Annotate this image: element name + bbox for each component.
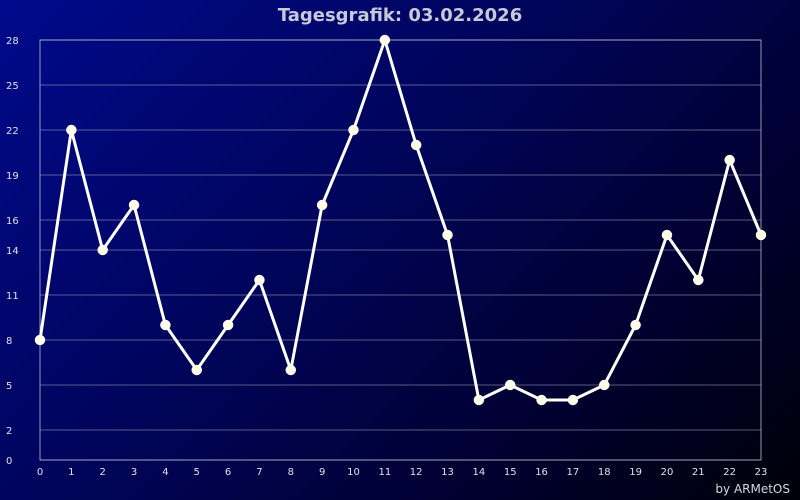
data-point bbox=[599, 379, 610, 391]
y-tick-label: 0 bbox=[6, 456, 12, 467]
x-tick-label: 11 bbox=[378, 467, 391, 478]
data-point bbox=[724, 154, 735, 166]
y-tick-label: 16 bbox=[6, 216, 19, 227]
data-point bbox=[693, 274, 704, 286]
x-tick-label: 16 bbox=[535, 467, 548, 478]
y-tick-label: 2 bbox=[6, 426, 12, 437]
y-tick-label: 5 bbox=[6, 381, 12, 392]
x-tick-label: 15 bbox=[504, 467, 517, 478]
plot-frame bbox=[39, 39, 762, 461]
x-tick-label: 10 bbox=[347, 467, 360, 478]
chart-title: Tagesgrafik: 03.02.2026 bbox=[277, 5, 523, 26]
x-tick-label: 14 bbox=[473, 467, 486, 478]
data-point bbox=[661, 229, 673, 241]
data-point bbox=[630, 319, 641, 331]
x-tick-label: 21 bbox=[692, 467, 705, 478]
data-point bbox=[66, 124, 77, 136]
y-tick-label: 22 bbox=[6, 126, 19, 137]
x-tick-label: 18 bbox=[598, 467, 611, 478]
x-tick-label: 17 bbox=[567, 467, 580, 478]
y-tick-label: 11 bbox=[6, 291, 19, 302]
x-tick-label: 12 bbox=[410, 467, 423, 478]
data-point bbox=[536, 394, 547, 406]
credit-text: by ARMetOS bbox=[715, 482, 790, 496]
data-point bbox=[160, 319, 171, 331]
x-tick-label: 7 bbox=[256, 467, 262, 478]
x-tick-label: 3 bbox=[131, 467, 137, 478]
x-tick-label: 8 bbox=[288, 467, 294, 478]
data-point bbox=[128, 199, 140, 211]
data-point bbox=[755, 229, 767, 241]
y-tick-label: 8 bbox=[6, 336, 12, 347]
y-tick-label: 14 bbox=[6, 246, 19, 257]
data-point bbox=[442, 229, 453, 241]
data-point bbox=[316, 199, 328, 211]
x-tick-label: 4 bbox=[162, 467, 168, 478]
x-tick-label: 1 bbox=[68, 467, 74, 478]
data-point bbox=[473, 394, 485, 406]
x-tick-label: 0 bbox=[37, 467, 43, 478]
data-point bbox=[222, 319, 234, 331]
y-tick-label: 28 bbox=[6, 36, 19, 47]
data-point bbox=[191, 364, 202, 376]
data-point bbox=[410, 139, 422, 151]
data-point bbox=[254, 274, 265, 286]
data-point bbox=[34, 334, 46, 346]
data-point bbox=[97, 244, 108, 256]
x-tick-label: 20 bbox=[661, 467, 674, 478]
series-line bbox=[38, 38, 763, 402]
x-tick-label: 5 bbox=[194, 467, 200, 478]
x-tick-label: 23 bbox=[755, 467, 768, 478]
x-tick-label: 19 bbox=[629, 467, 642, 478]
data-point bbox=[348, 124, 359, 136]
data-point bbox=[285, 364, 297, 376]
x-tick-label: 2 bbox=[100, 467, 106, 478]
x-tick-label: 6 bbox=[225, 467, 231, 478]
y-tick-label: 25 bbox=[6, 81, 19, 92]
data-point bbox=[379, 34, 391, 46]
x-tick-label: 22 bbox=[723, 467, 736, 478]
data-point bbox=[504, 379, 516, 391]
x-tick-label: 13 bbox=[441, 467, 454, 478]
x-tick-label: 9 bbox=[319, 467, 325, 478]
data-point bbox=[567, 394, 579, 406]
y-tick-label: 19 bbox=[6, 171, 19, 182]
